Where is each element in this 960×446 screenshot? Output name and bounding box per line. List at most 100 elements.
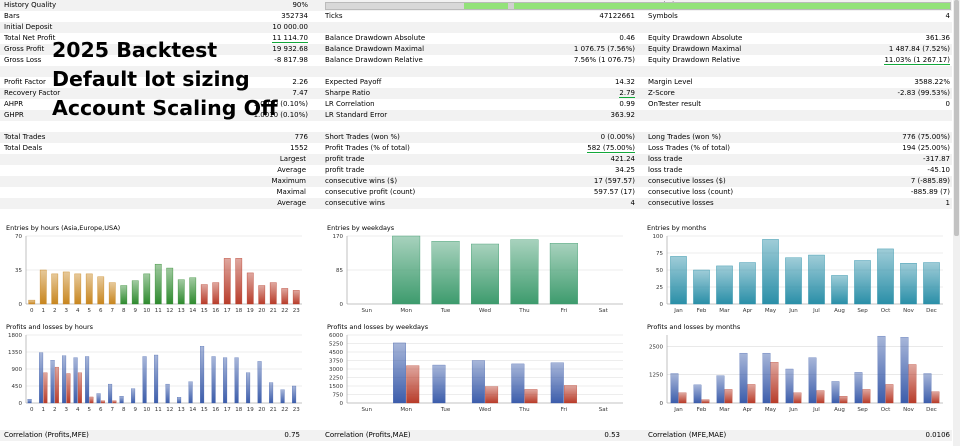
vertical-scrollbar[interactable] (953, 0, 960, 446)
stat-value: 194 (25.00%) (902, 144, 950, 152)
stat-label: profit trade (325, 155, 365, 163)
stat-value: 1552 (290, 144, 308, 152)
correlation-label: Correlation (Profits,MAE) (325, 431, 411, 439)
y-tick-label: 2250 (329, 376, 343, 382)
loss-bar (931, 391, 940, 404)
x-tick-label: 10 (143, 407, 150, 413)
bar (39, 269, 47, 305)
profit-bar (670, 373, 679, 404)
chart-title: Profits and losses by weekdays (327, 323, 429, 331)
stat-value: 4 (630, 199, 635, 207)
x-tick-label: Jul (812, 308, 820, 314)
bar (74, 273, 82, 305)
stat-label: Equity Drawdown Absolute (648, 34, 743, 42)
stats-row (0, 66, 952, 77)
y-tick-label: 100 (653, 234, 664, 240)
loss-bar (816, 390, 825, 404)
stat-label: Bars (4, 12, 20, 20)
profit-bar (716, 375, 725, 404)
x-tick-label: 1 (42, 308, 46, 314)
stat-label: Total Net Profit (4, 34, 56, 42)
stat-value: 776 (294, 133, 308, 141)
profit-bar (550, 362, 564, 404)
profit-bar (154, 354, 159, 404)
y-tick-label: 0 (340, 302, 344, 308)
bar (808, 254, 825, 305)
x-tick-label: 3 (65, 308, 69, 314)
profit-bar (739, 352, 748, 404)
x-tick-label: 15 (201, 407, 208, 413)
stat-label: Loss Trades (% of total) (648, 144, 730, 152)
x-tick-label: 7 (111, 308, 115, 314)
stat-label: loss trade (648, 166, 683, 174)
loss-bar (908, 364, 917, 404)
bar (97, 276, 105, 305)
x-tick-label: Thu (518, 407, 529, 413)
bar (292, 290, 300, 305)
stat-label: Maximum (271, 177, 307, 185)
x-tick-label: 22 (281, 308, 288, 314)
bar (877, 248, 894, 305)
stat-value: 14.32 (614, 78, 635, 86)
stat-label: Ticks (325, 12, 343, 20)
bar (177, 279, 185, 305)
stat-value: 352734 (281, 12, 308, 20)
correlation-value: 0.0106 (925, 431, 951, 439)
x-tick-label: Tue (440, 407, 451, 413)
y-tick-label: 1500 (329, 384, 343, 390)
x-tick-label: Feb (697, 308, 707, 314)
stat-value: 7.47 (292, 89, 308, 97)
statistics-table: History Quality 90% Symbols 4 Bars 352734 Tick… (0, 0, 960, 213)
stat-label: Z-Score (648, 89, 675, 97)
y-tick-label: 4500 (329, 350, 343, 356)
stat-value: 597.57 (17) (593, 188, 635, 196)
loss-bar (770, 362, 779, 404)
scrollbar-thumb[interactable] (954, 0, 959, 236)
y-tick-label: 0 (660, 401, 664, 407)
x-tick-label: 15 (201, 308, 208, 314)
x-tick-label: Mar (719, 407, 730, 413)
y-tick-label: 25 (656, 285, 663, 291)
x-tick-label: Nov (903, 308, 914, 314)
highlighted-value: 582 (75.00%) (587, 144, 635, 153)
bar (235, 258, 243, 305)
stats-row: Total Net Profit 11 114.70 Balance Drawdow… (0, 33, 952, 44)
x-tick-label: Mon (400, 308, 412, 314)
stat-label: History Quality (4, 1, 57, 9)
stat-value: 361.36 (925, 34, 951, 42)
x-tick-label: 3 (65, 407, 69, 413)
profit-bar (96, 393, 101, 404)
bar (470, 243, 499, 305)
stat-value: 17 (597.57) (593, 177, 635, 185)
profit-bar (177, 397, 182, 404)
x-tick-label: Jun (788, 308, 798, 314)
x-tick-label: 12 (166, 308, 173, 314)
bar (281, 288, 289, 305)
stat-value: 10 000.00 (272, 23, 308, 31)
profit-bar (269, 382, 274, 404)
y-tick-label: 5250 (329, 342, 343, 348)
stats-row: AHPR 1.0010 (0.10%) LR Correlation 0.99 OnTe… (0, 99, 952, 110)
stats-row: Gross Loss -8 817.98 Balance Drawdown Rela… (0, 55, 952, 66)
x-tick-label: 2 (53, 407, 57, 413)
stat-label: consecutive losses (648, 199, 714, 207)
profit-bar (693, 384, 702, 404)
profit-bar (785, 368, 794, 404)
x-tick-label: 20 (258, 407, 265, 413)
bar (85, 273, 93, 305)
x-tick-label: Thu (518, 308, 529, 314)
profit-bar (900, 337, 909, 404)
correlation-value: 0.75 (284, 431, 300, 439)
stat-label: Symbols (648, 12, 678, 20)
stat-label: Balance Drawdown Absolute (325, 34, 426, 42)
stats-row: Gross Profit 19 932.68 Balance Drawdown Ma… (0, 44, 952, 55)
stat-label: profit trade (325, 166, 365, 174)
loss-bar (112, 400, 117, 404)
stat-label: LR Standard Error (325, 111, 388, 119)
y-tick-label: 1350 (8, 350, 22, 356)
x-tick-label: 18 (235, 407, 242, 413)
loss-bar (89, 396, 94, 404)
stat-value: 0 (945, 100, 950, 108)
stat-value: 363.92 (610, 111, 636, 119)
